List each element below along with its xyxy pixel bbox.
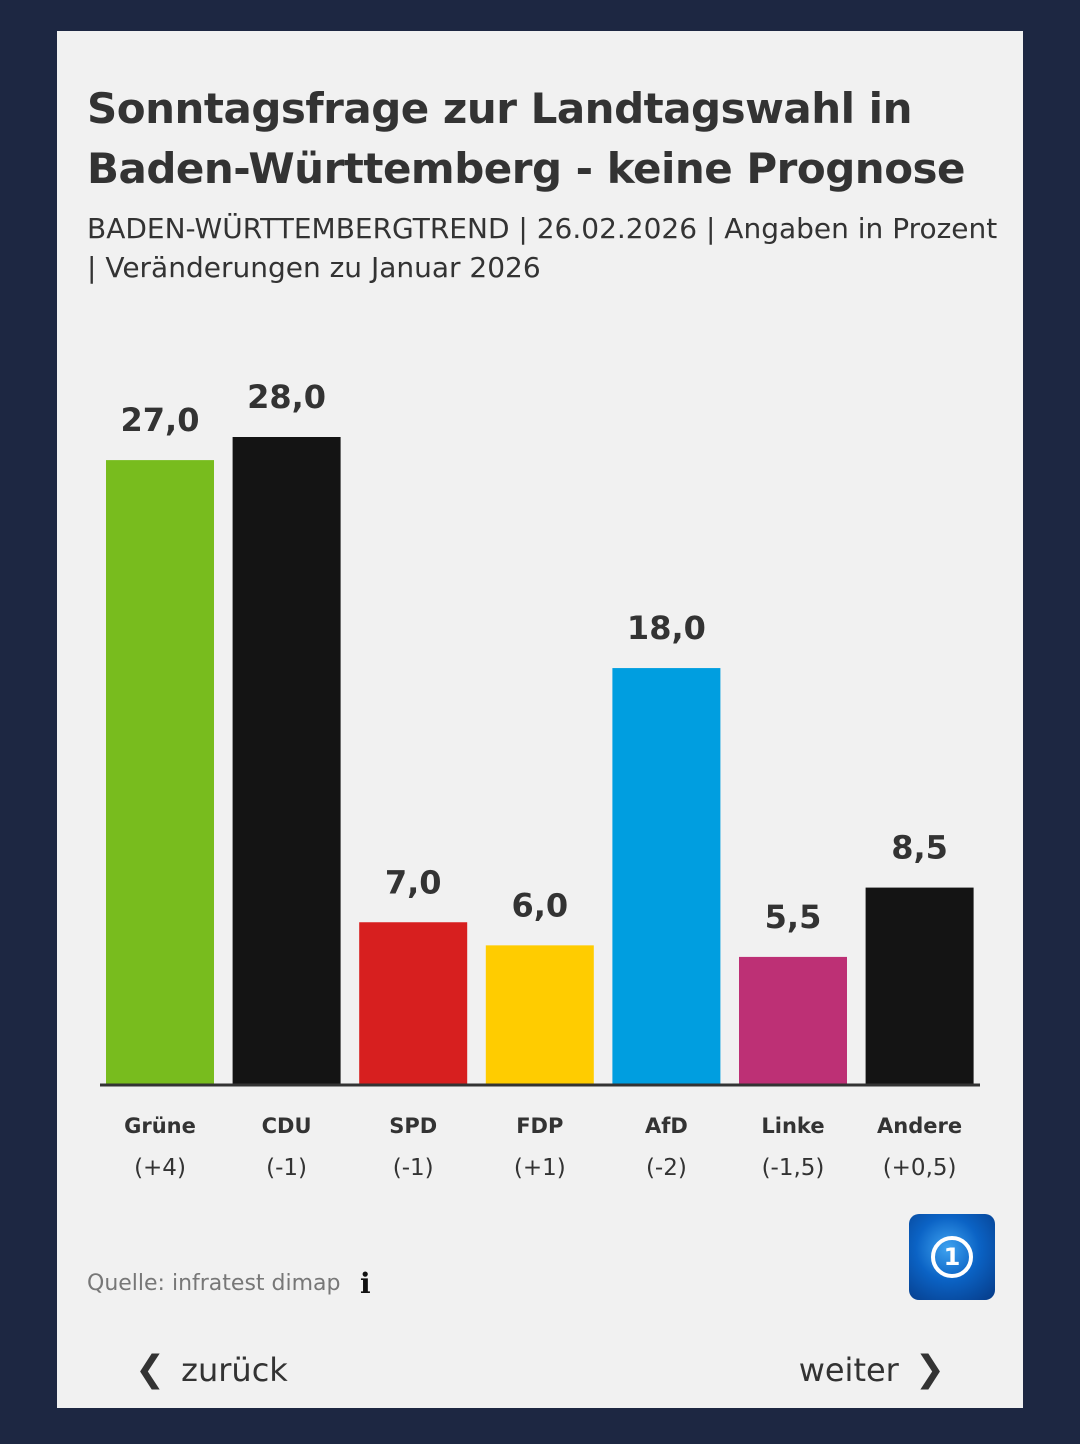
value-label: 5,5 (765, 898, 822, 936)
next-button[interactable]: weiter ❯ (799, 1349, 945, 1390)
bar-afd (612, 668, 721, 1084)
value-label: 6,0 (511, 886, 568, 924)
value-label: 18,0 (627, 609, 706, 647)
value-label: 28,0 (247, 378, 326, 416)
back-label: zurück (181, 1350, 288, 1389)
category-label: Linke (761, 1114, 824, 1138)
chart-card: Sonntagsfrage zur Landtagswahl in Baden-… (57, 31, 1023, 1408)
change-label: (-1) (266, 1155, 307, 1181)
category-label: AfD (645, 1114, 688, 1138)
chart-title: Sonntagsfrage zur Landtagswahl in Baden-… (87, 84, 966, 193)
source-label: Quelle: infratest dimap (87, 1271, 341, 1296)
bar-spd (359, 922, 468, 1084)
tagesschau-logo: 1 (909, 1214, 995, 1300)
value-label: 7,0 (385, 863, 442, 901)
info-icon[interactable]: i (360, 1267, 371, 1300)
bar-andere (865, 887, 974, 1084)
value-label: 27,0 (121, 401, 200, 439)
category-label: SPD (389, 1114, 437, 1138)
back-button[interactable]: ❮ zurück (135, 1349, 288, 1390)
chevron-right-icon: ❯ (914, 1349, 945, 1390)
value-label: 8,5 (891, 829, 948, 867)
bar-chart: 27,0 Grüne (+4) 28,0 CDU (-1) 7,0 SPD (-1) 6,0 FDP… (100, 378, 980, 1181)
bar-grüne (106, 460, 214, 1084)
change-label: (-1) (393, 1155, 434, 1181)
category-label: Andere (877, 1114, 962, 1138)
next-label: weiter (798, 1350, 899, 1389)
change-label: (-1,5) (762, 1155, 825, 1181)
change-label: (+1) (514, 1155, 566, 1181)
change-label: (+0,5) (883, 1155, 957, 1181)
bar-linke (739, 956, 847, 1084)
bar-cdu (232, 437, 341, 1084)
chevron-left-icon: ❮ (135, 1349, 166, 1390)
category-label: Grüne (124, 1114, 196, 1138)
chart-subtitle: BADEN-WÜRTTEMBERGTREND | 26.02.2026 | An… (87, 212, 998, 284)
bar-fdp (485, 945, 594, 1084)
logo-one: 1 (931, 1236, 973, 1278)
category-label: FDP (516, 1114, 563, 1138)
change-label: (-2) (646, 1155, 687, 1181)
category-label: CDU (262, 1114, 312, 1138)
change-label: (+4) (134, 1155, 186, 1181)
